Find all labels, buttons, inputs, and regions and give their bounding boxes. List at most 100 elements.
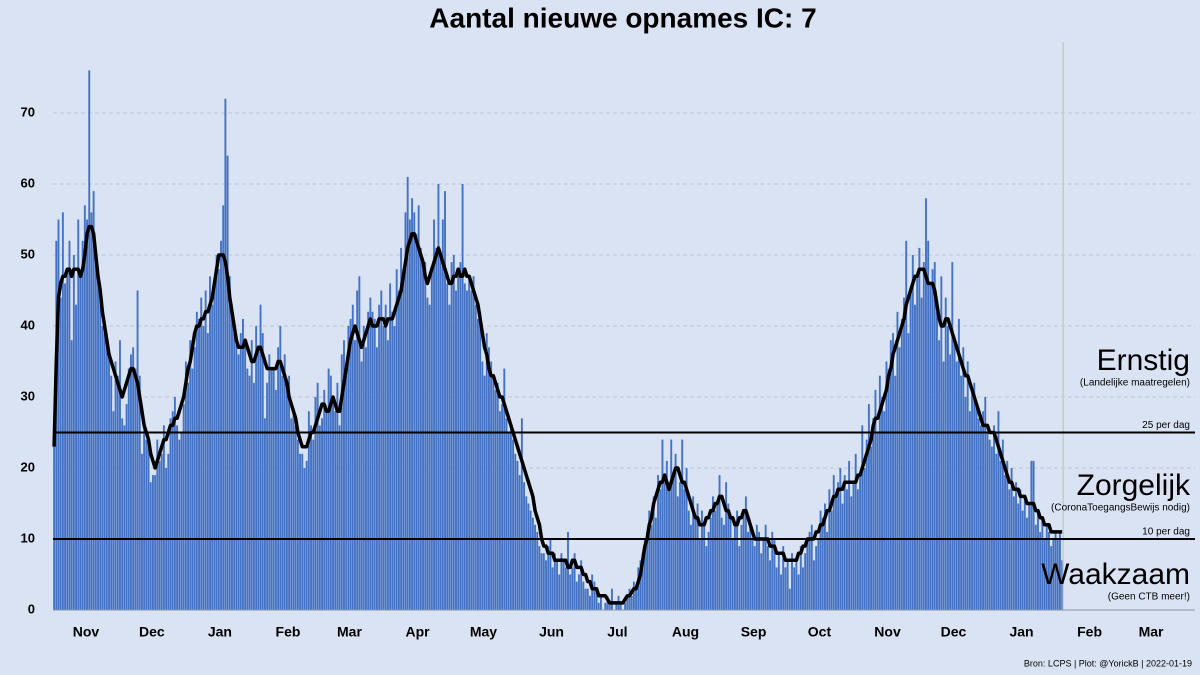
bar — [171, 411, 174, 610]
bar — [386, 340, 389, 610]
bar — [749, 524, 752, 610]
bar — [562, 560, 565, 610]
bar — [953, 340, 956, 610]
bar — [404, 212, 407, 610]
bar — [373, 318, 376, 610]
bar — [481, 361, 484, 610]
bar — [856, 489, 859, 610]
bar — [301, 453, 304, 610]
bar — [813, 560, 815, 610]
bar — [191, 368, 194, 610]
bar — [589, 595, 591, 610]
bar — [501, 404, 504, 610]
source-note: Bron: LCPS | Plot: @YorickB | 2022-01-19 — [1024, 658, 1192, 668]
bar — [630, 595, 633, 610]
bar — [922, 262, 925, 610]
bar — [296, 439, 299, 610]
bar — [360, 361, 363, 610]
bar — [266, 382, 269, 610]
bar — [1048, 531, 1050, 610]
bar — [242, 318, 244, 610]
bar — [140, 453, 143, 610]
y-tick-label: 20 — [21, 459, 35, 474]
x-tick-label: Jul — [607, 624, 627, 640]
bar — [624, 602, 627, 610]
bar — [773, 539, 776, 610]
x-tick-label: Apr — [405, 624, 430, 640]
threshold-label: 25 per dag — [1142, 420, 1190, 431]
bar — [389, 283, 392, 610]
bar — [738, 546, 741, 610]
bar — [400, 247, 403, 610]
bar — [268, 354, 271, 610]
bar — [907, 333, 910, 610]
bar — [696, 503, 699, 610]
bar — [206, 333, 209, 610]
bar — [668, 489, 670, 610]
bar — [654, 517, 657, 610]
bar — [733, 524, 736, 610]
bar — [777, 553, 780, 610]
bar — [318, 425, 321, 610]
bar — [628, 588, 631, 610]
bar — [66, 269, 69, 610]
bar — [149, 482, 152, 610]
bar — [940, 276, 943, 610]
bar — [984, 397, 987, 610]
bar — [641, 553, 644, 610]
bar — [323, 389, 326, 610]
bar — [472, 276, 475, 610]
bar — [195, 311, 198, 610]
bar — [274, 389, 277, 610]
bar — [643, 539, 646, 610]
zone-note: (CoronaToegangsBewijs nodig) — [1051, 503, 1190, 514]
bar — [173, 397, 176, 610]
bar — [567, 531, 569, 610]
bar — [57, 219, 60, 610]
bar — [448, 304, 451, 610]
bar — [494, 389, 497, 610]
bar — [755, 524, 758, 610]
bar — [648, 510, 651, 610]
x-tick-label: Oct — [808, 624, 832, 640]
bar — [547, 546, 550, 610]
bar — [883, 411, 886, 610]
bar — [413, 212, 416, 610]
bar — [824, 503, 826, 610]
bar — [263, 418, 266, 610]
bar — [1061, 560, 1064, 610]
bar — [896, 311, 899, 610]
bar — [982, 411, 985, 610]
bar — [518, 475, 521, 610]
bar — [419, 247, 422, 610]
bar — [224, 98, 227, 611]
bar — [971, 389, 974, 610]
x-tick-label: Feb — [1077, 624, 1102, 640]
bar — [307, 411, 310, 610]
bar — [200, 297, 203, 610]
bar — [228, 276, 231, 610]
bar — [988, 439, 991, 610]
bar — [1041, 517, 1044, 610]
bar — [261, 333, 264, 610]
bar — [1037, 510, 1039, 610]
bar — [608, 602, 611, 610]
bar — [53, 446, 56, 610]
bar — [450, 262, 453, 610]
bar — [487, 347, 490, 610]
bar — [457, 276, 460, 610]
bar — [780, 574, 782, 610]
bar — [900, 318, 903, 610]
bar — [707, 531, 710, 610]
bar — [310, 425, 312, 610]
bar — [178, 439, 181, 610]
bar — [764, 524, 767, 610]
bar — [808, 531, 811, 610]
bar — [799, 546, 802, 610]
bar — [1021, 510, 1024, 610]
bar — [782, 546, 785, 610]
bar — [1028, 503, 1031, 610]
zone-note: (Geen CTB meer!) — [1108, 592, 1190, 603]
bar — [406, 176, 409, 610]
bar — [136, 290, 139, 610]
